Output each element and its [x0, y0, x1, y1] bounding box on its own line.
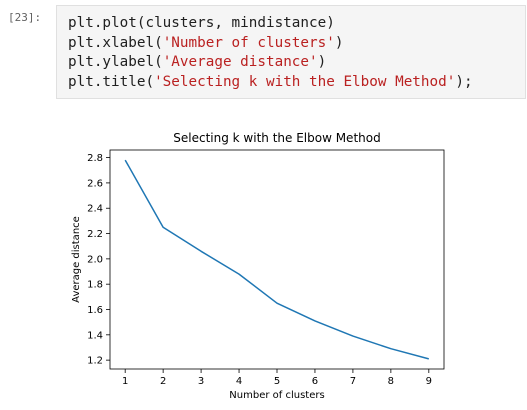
series-line [125, 160, 429, 359]
y-tick-label: 1.2 [87, 356, 103, 367]
x-tick-label: 8 [388, 376, 394, 387]
x-tick-label: 4 [236, 376, 242, 387]
y-tick-label: 2.4 [87, 204, 103, 215]
x-tick-label: 3 [198, 376, 204, 387]
x-tick-label: 5 [274, 376, 280, 387]
elbow-chart: Selecting k with the Elbow Method 1 2 3 4 5 6 7… [0, 118, 527, 410]
code-line: plt.title('Selecting k with the Elbow Me… [68, 73, 473, 93]
code-cell[interactable]: plt.plot(clusters, mindistance) plt.xlabe… [56, 5, 526, 99]
y-tick-label: 2.2 [87, 229, 103, 240]
x-tick-label: 2 [160, 376, 166, 387]
code-line: plt.ylabel('Average distance') [68, 53, 473, 73]
x-tick-label: 6 [312, 376, 318, 387]
plot-frame [110, 150, 444, 369]
x-tick-label: 1 [122, 376, 128, 387]
y-axis-label: Average distance [71, 216, 82, 303]
y-tick-label: 2.0 [87, 254, 103, 265]
code-token: plt.ylabel( [68, 54, 163, 70]
code-token: ); [455, 74, 472, 90]
code-token: ) [318, 54, 327, 70]
code-string: 'Average distance' [163, 54, 318, 70]
y-tick-label: 1.8 [87, 280, 103, 291]
y-tick-label: 2.6 [87, 178, 103, 189]
code-token: plt.plot(clusters, mindistance) [68, 15, 335, 31]
y-tick-label: 2.8 [87, 153, 103, 164]
y-tick-label: 1.6 [87, 305, 103, 316]
code-string: 'Selecting k with the Elbow Method' [154, 74, 455, 90]
y-tick-label: 1.4 [87, 330, 103, 341]
code-token: plt.xlabel( [68, 35, 163, 51]
code-line: plt.xlabel('Number of clusters') [68, 34, 473, 54]
code-string: 'Number of clusters' [163, 35, 335, 51]
code-editor[interactable]: plt.plot(clusters, mindistance) plt.xlabe… [68, 14, 473, 92]
code-token: ) [335, 35, 344, 51]
chart-title: Selecting k with the Elbow Method [173, 131, 380, 145]
x-tick-label: 9 [426, 376, 432, 387]
code-line: plt.plot(clusters, mindistance) [68, 14, 473, 34]
code-token: plt.title( [68, 74, 154, 90]
x-axis-label: Number of clusters [229, 390, 324, 401]
x-tick-label: 7 [350, 376, 356, 387]
cell-prompt: [23]: [8, 11, 41, 24]
